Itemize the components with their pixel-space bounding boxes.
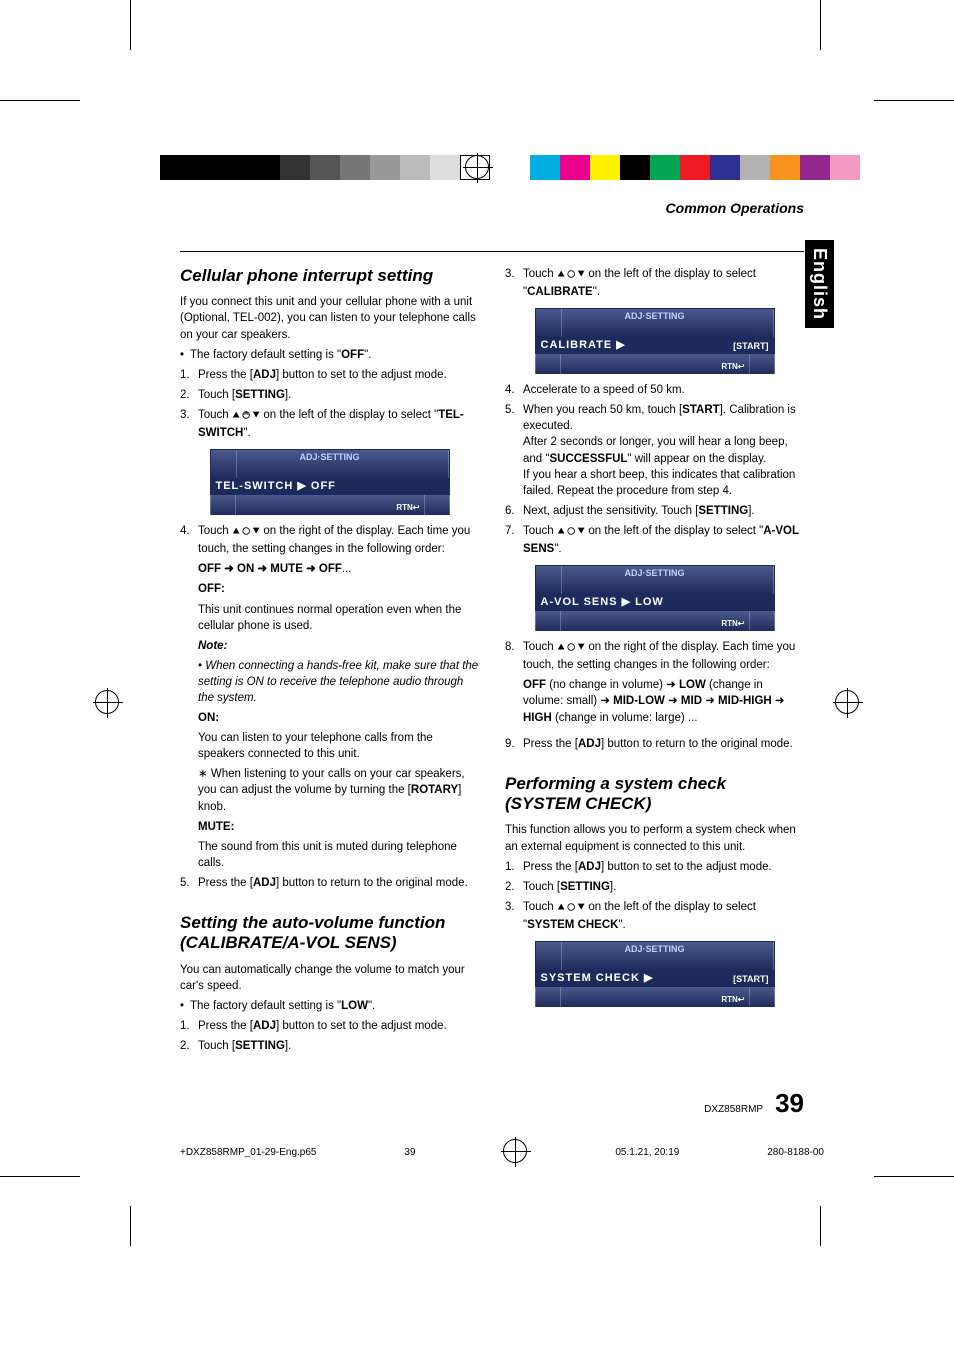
updown-touch-icon bbox=[557, 901, 585, 917]
page-number: 39 bbox=[775, 1088, 804, 1119]
lcd-syscheck: ADJ·SETTING SYSTEM CHECK ▶[START] RTN↩ bbox=[535, 941, 775, 1007]
off-heading: OFF: bbox=[180, 581, 479, 597]
step: 8.Touch on the right of the display. Eac… bbox=[505, 639, 804, 673]
section-header: Common Operations bbox=[180, 200, 804, 216]
language-tab: English bbox=[805, 240, 834, 328]
intro3-text: This function allows you to perform a sy… bbox=[505, 822, 804, 854]
step: 7.Touch on the left of the display to se… bbox=[505, 523, 804, 557]
registration-mark-icon bbox=[465, 155, 489, 179]
registration-mark-icon bbox=[503, 1139, 527, 1166]
color-bar bbox=[530, 155, 860, 180]
on-text: You can listen to your telephone calls f… bbox=[180, 730, 479, 762]
mute-text: The sound from this unit is muted during… bbox=[180, 839, 479, 871]
step: 3.Touch on the left of the display to se… bbox=[505, 266, 804, 300]
page-footer: DXZ858RMP 39 bbox=[180, 1088, 804, 1119]
step: 2.Touch [SETTING]. bbox=[505, 879, 804, 895]
off-text: This unit continues normal operation eve… bbox=[180, 602, 479, 634]
print-timestamp: 05.1.21, 20:19 bbox=[615, 1147, 679, 1158]
heading-autovol: Setting the auto-volume function (CALIBR… bbox=[180, 913, 479, 954]
on-sub: ∗ When listening to your calls on your c… bbox=[180, 766, 479, 814]
step: 4.Touch on the right of the display. Eac… bbox=[180, 523, 479, 557]
updown-touch-icon bbox=[557, 268, 585, 284]
step: 1.Press the [ADJ] button to set to the a… bbox=[505, 859, 804, 875]
intro-text: If you connect this unit and your cellul… bbox=[180, 294, 479, 342]
step: 1.Press the [ADJ] button to set to the a… bbox=[180, 1018, 479, 1034]
note-heading: Note: bbox=[180, 638, 479, 654]
default-bullet: The factory default setting is "LOW". bbox=[180, 998, 479, 1014]
step: 5.Press the [ADJ] button to return to th… bbox=[180, 875, 479, 891]
heading-cellular: Cellular phone interrupt setting bbox=[180, 266, 479, 286]
source-file: +DXZ858RMP_01-29-Eng.p65 bbox=[180, 1147, 316, 1158]
intro2-text: You can automatically change the volume … bbox=[180, 962, 479, 994]
on-heading: ON: bbox=[180, 710, 479, 726]
note-text: • When connecting a hands-free kit, make… bbox=[180, 658, 479, 706]
grayscale-bar bbox=[160, 155, 490, 180]
step: 1.Press the [ADJ] button to set to the a… bbox=[180, 367, 479, 383]
step: 2.Touch [SETTING]. bbox=[180, 1038, 479, 1054]
cycle2-text: OFF (no change in volume) ➜ LOW (change … bbox=[505, 677, 804, 725]
lcd-telswitch: ADJ·SETTING TEL-SWITCH ▶ OFF RTN↩ bbox=[210, 449, 450, 515]
step: 5.When you reach 50 km, touch [START]. C… bbox=[505, 402, 804, 499]
header-rule bbox=[180, 251, 804, 252]
updown-touch-icon bbox=[557, 641, 585, 657]
updown-touch-icon bbox=[232, 409, 260, 425]
step: 3.Touch on the left of the display to se… bbox=[180, 407, 479, 441]
step: 6.Next, adjust the sensitivity. Touch [S… bbox=[505, 503, 804, 519]
print-page: 39 bbox=[404, 1147, 415, 1158]
lcd-calibrate: ADJ·SETTING CALIBRATE ▶[START] RTN↩ bbox=[535, 308, 775, 374]
crop-bottom bbox=[0, 1166, 954, 1246]
print-slug: +DXZ858RMP_01-29-Eng.p65 39 05.1.21, 20:… bbox=[0, 1119, 954, 1166]
step: 4.Accelerate to a speed of 50 km. bbox=[505, 382, 804, 398]
step: 9.Press the [ADJ] button to return to th… bbox=[505, 736, 804, 752]
registration-mark-icon bbox=[835, 690, 859, 714]
mute-heading: MUTE: bbox=[180, 819, 479, 835]
updown-touch-icon bbox=[232, 525, 260, 541]
updown-touch-icon bbox=[557, 525, 585, 541]
right-column: 3.Touch on the left of the display to se… bbox=[505, 262, 804, 1058]
cycle-text: OFF ➜ ON ➜ MUTE ➜ OFF... bbox=[180, 561, 479, 577]
registration-mark-icon bbox=[95, 690, 119, 714]
crop-top bbox=[0, 0, 954, 200]
print-code: 280-8188-00 bbox=[767, 1147, 824, 1158]
heading-syscheck: Performing a system check (SYSTEM CHECK) bbox=[505, 774, 804, 815]
lcd-avolsens: ADJ·SETTING A-VOL SENS ▶ LOW RTN↩ bbox=[535, 565, 775, 631]
left-column: Cellular phone interrupt setting If you … bbox=[180, 262, 479, 1058]
step: 2.Touch [SETTING]. bbox=[180, 387, 479, 403]
step: 3.Touch on the left of the display to se… bbox=[505, 899, 804, 933]
default-bullet: The factory default setting is "OFF". bbox=[180, 347, 479, 363]
model-number: DXZ858RMP bbox=[704, 1104, 763, 1115]
